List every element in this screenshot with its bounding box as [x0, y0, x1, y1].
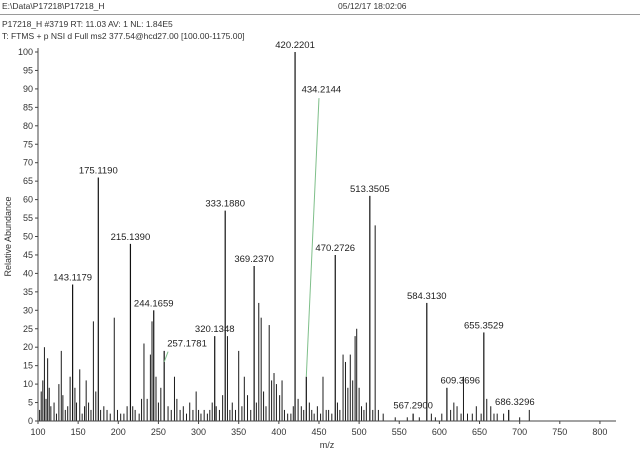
- x-tick-label: 100: [30, 427, 45, 437]
- y-tick-label: 5: [28, 398, 33, 408]
- peak-mz-label: 655.3529: [464, 320, 504, 331]
- scan-info: P17218_H #3719 RT: 11.03 AV: 1 NL: 1.84E…: [2, 19, 173, 29]
- y-tick-label: 100: [18, 47, 33, 57]
- x-tick-label: 350: [231, 427, 246, 437]
- peak-mz-label: 420.2201: [275, 40, 315, 51]
- y-tick-label: 95: [23, 65, 33, 75]
- peak-mz-label: 369.2370: [234, 254, 274, 265]
- x-tick-label: 650: [472, 427, 487, 437]
- peak-label-leader: [305, 98, 320, 377]
- x-tick-label: 500: [352, 427, 367, 437]
- x-tick-label: 300: [191, 427, 206, 437]
- y-tick-label: 50: [23, 232, 33, 242]
- peak-mz-label: 320.1348: [195, 324, 235, 335]
- scan-filter: T: FTMS + p NSI d Full ms2 377.54@hcd27.…: [2, 31, 245, 41]
- spectrum-peaks: [39, 52, 530, 421]
- x-axis-title: m/z: [320, 440, 335, 450]
- x-tick-label: 800: [592, 427, 607, 437]
- x-tick-label: 200: [111, 427, 126, 437]
- y-tick-label: 20: [23, 342, 33, 352]
- y-tick-label: 55: [23, 213, 33, 223]
- peak-mz-label: 513.3505: [350, 184, 390, 195]
- y-tick-label: 75: [23, 139, 33, 149]
- peak-labels: 420.2201 434.2144 175.1190 513.3505 333.1880…: [53, 40, 535, 411]
- x-tick-label: 400: [271, 427, 286, 437]
- y-tick-label: 40: [23, 268, 33, 278]
- y-tick-label: 30: [23, 305, 33, 315]
- x-tick-label: 700: [512, 427, 527, 437]
- peak-mz-label: 244.1659: [134, 298, 174, 309]
- peak-mz-label: 470.2726: [315, 243, 355, 254]
- x-tick-label: 550: [392, 427, 407, 437]
- peak-mz-label: 609.3696: [440, 375, 480, 386]
- x-tick-label: 600: [432, 427, 447, 437]
- x-tick-label: 750: [552, 427, 567, 437]
- y-axis-title: Relative Abundance: [3, 196, 13, 276]
- x-tick-label: 150: [71, 427, 86, 437]
- y-tick-label: 25: [23, 324, 33, 334]
- y-tick-label: 65: [23, 176, 33, 186]
- y-tick-label: 10: [23, 379, 33, 389]
- peak-mz-label: 567.2900: [393, 400, 433, 411]
- y-tick-label: 90: [23, 84, 33, 94]
- y-tick-label: 80: [23, 121, 33, 131]
- file-path: E:\Data\P17218\P17218_H: [2, 1, 105, 11]
- peak-mz-label: 257.1781: [167, 338, 207, 349]
- y-tick-label: 35: [23, 287, 33, 297]
- x-tick-label: 450: [311, 427, 326, 437]
- acquisition-datetime: 05/12/17 18:02:06: [338, 1, 407, 11]
- y-tick-label: 85: [23, 102, 33, 112]
- x-tick-label: 250: [151, 427, 166, 437]
- peak-mz-label: 215.1390: [111, 232, 151, 243]
- y-tick-label: 70: [23, 158, 33, 168]
- y-tick-label: 45: [23, 250, 33, 260]
- y-tick-label: 15: [23, 361, 33, 371]
- peak-mz-label: 143.1179: [53, 272, 92, 283]
- axis-ticks: 0 5 10 15 20 25 30 35 40 45 50 55 60 65 70 75 80 85 90 95 10…: [18, 47, 607, 437]
- peak-mz-label: 584.3130: [407, 291, 447, 302]
- header-divider: [0, 14, 640, 15]
- peak-mz-label: 333.1880: [205, 199, 245, 210]
- peak-mz-label: 686.3296: [495, 397, 535, 408]
- peak-label-leader: [163, 351, 169, 363]
- peak-mz-label: 175.1190: [79, 165, 118, 176]
- y-tick-label: 0: [28, 416, 33, 426]
- y-tick-label: 60: [23, 195, 33, 205]
- peak-mz-label: 434.2144: [302, 85, 342, 96]
